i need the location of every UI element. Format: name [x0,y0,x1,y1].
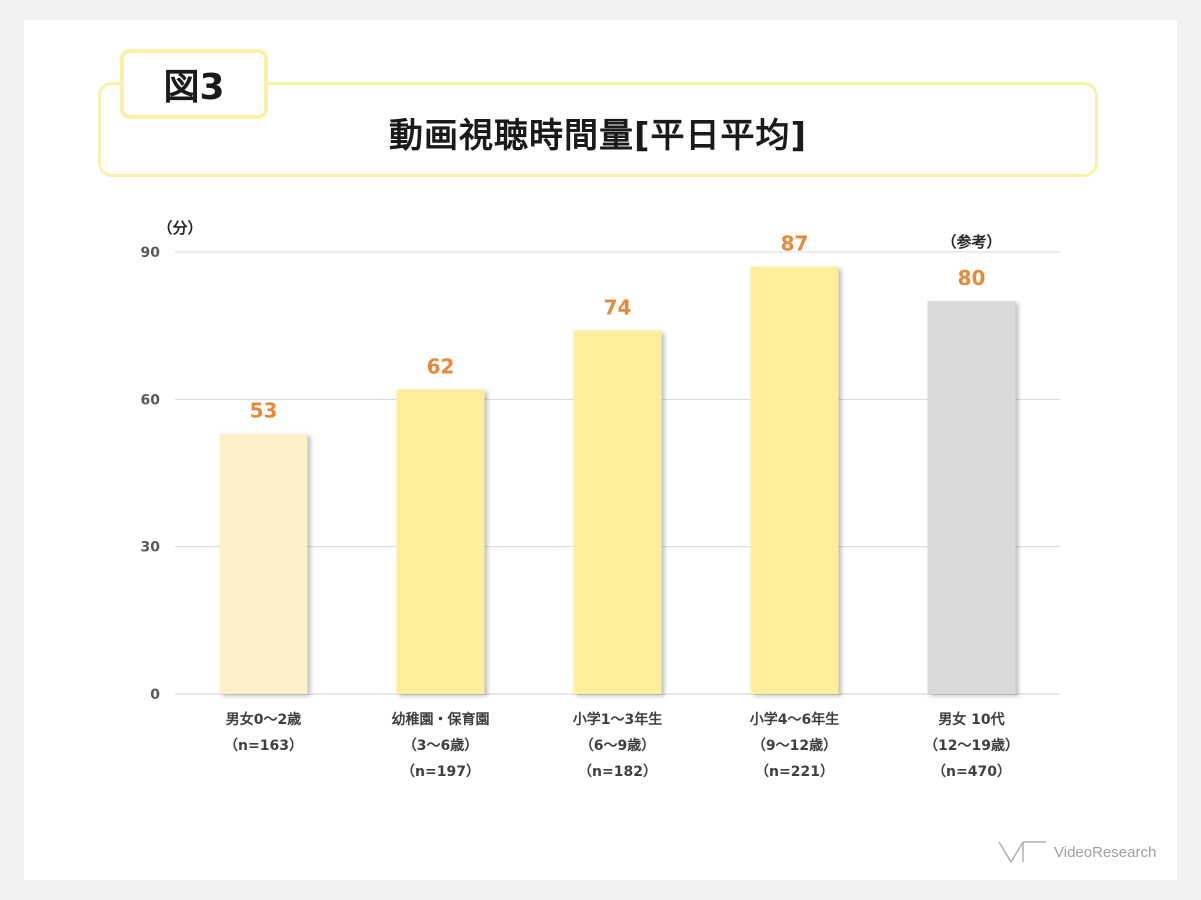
x-tick-label: （3〜6歳） [403,737,478,754]
logo-mark-icon [998,841,1046,864]
x-tick-label: （n=470） [932,764,1011,780]
y-tick-label: 60 [141,392,161,408]
data-label: 87 [781,232,809,256]
x-tick-label: （n=197） [401,764,480,780]
y-tick-label: 90 [141,245,161,261]
data-label: 74 [604,296,632,320]
x-tick-label: （12〜19歳） [924,737,1019,754]
data-label: 62 [427,355,455,379]
y-tick-label: 30 [141,540,161,556]
y-tick-label: 0 [150,687,160,703]
x-tick-label: （9〜12歳） [752,737,837,754]
x-tick-label: 男女 10代 [938,711,1004,728]
data-label: 53 [250,399,278,423]
x-tick-label: （6〜9歳） [580,737,655,754]
x-tick-label: 小学4〜6年生 [750,711,839,728]
bar [927,301,1016,694]
x-tick-label: 小学1〜3年生 [573,711,662,728]
bar [573,330,662,694]
x-tick-label: （n=182） [578,764,657,780]
x-tick-label: （n=221） [755,764,834,780]
x-tick-label: （n=163） [224,738,303,754]
bar [396,389,485,694]
y-axis-label: （分） [157,219,202,237]
bar [219,433,308,694]
logo-text: VideoResearch [1054,843,1157,861]
reference-note: （参考） [941,233,1001,251]
x-tick-label: 幼稚園・保育園 [392,711,490,728]
figure-badge: 図3 [120,49,268,119]
bar [750,266,839,694]
videoresearch-logo: VideoResearch [998,840,1156,864]
x-tick-label: 男女0〜2歳 [226,711,301,728]
data-label: 80 [958,266,986,290]
chart-title: 動画視聴時間量[平日平均] [388,116,808,156]
